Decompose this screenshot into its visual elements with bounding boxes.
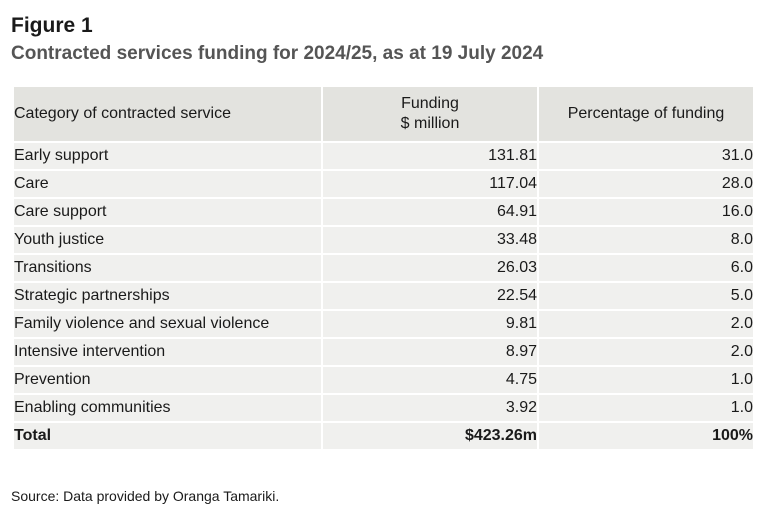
row-funding: 22.54: [321, 281, 539, 311]
row-category: Intensive intervention: [12, 337, 323, 367]
row-category: Youth justice: [12, 225, 323, 255]
row-percentage: 28.0: [537, 169, 755, 199]
total-percentage: 100%: [537, 421, 755, 451]
header-funding: Funding $ million: [321, 85, 539, 143]
row-percentage: 6.0: [537, 253, 755, 283]
row-category: Prevention: [12, 365, 323, 395]
row-category: Early support: [12, 141, 323, 171]
row-percentage: 2.0: [537, 337, 755, 367]
header-funding-line2: $ million: [400, 115, 460, 132]
row-category: Enabling communities: [12, 393, 323, 423]
row-percentage: 2.0: [537, 309, 755, 339]
row-funding: 131.81: [321, 141, 539, 171]
header-percentage: Percentage of funding: [537, 85, 755, 143]
row-category: Family violence and sexual violence: [12, 309, 323, 339]
row-percentage: 1.0: [537, 365, 755, 395]
table-row: Transitions 26.03 6.0: [12, 253, 755, 283]
figure-label: Figure 1: [11, 14, 93, 37]
row-funding: 117.04: [321, 169, 539, 199]
header-category: Category of contracted service: [12, 85, 323, 143]
row-percentage: 31.0: [537, 141, 755, 171]
row-category: Strategic partnerships: [12, 281, 323, 311]
row-funding: 26.03: [321, 253, 539, 283]
total-label: Total: [12, 421, 323, 451]
row-percentage: 5.0: [537, 281, 755, 311]
source-note: Source: Data provided by Oranga Tamariki…: [11, 488, 280, 504]
funding-table: Category of contracted service Funding $…: [12, 85, 755, 451]
table-row: Prevention 4.75 1.0: [12, 365, 755, 395]
table-row: Intensive intervention 8.97 2.0: [12, 337, 755, 367]
table-header-row: Category of contracted service Funding $…: [12, 85, 755, 143]
row-funding: 33.48: [321, 225, 539, 255]
table-row: Family violence and sexual violence 9.81…: [12, 309, 755, 339]
table-row: Enabling communities 3.92 1.0: [12, 393, 755, 423]
row-percentage: 1.0: [537, 393, 755, 423]
row-funding: 4.75: [321, 365, 539, 395]
table-row: Strategic partnerships 22.54 5.0: [12, 281, 755, 311]
table-row: Care 117.04 28.0: [12, 169, 755, 199]
total-funding: $423.26m: [321, 421, 539, 451]
figure-title: Contracted services funding for 2024/25,…: [11, 43, 544, 64]
table-row: Care support 64.91 16.0: [12, 197, 755, 227]
row-percentage: 8.0: [537, 225, 755, 255]
row-funding: 64.91: [321, 197, 539, 227]
row-funding: 9.81: [321, 309, 539, 339]
row-funding: 8.97: [321, 337, 539, 367]
table-row: Early support 131.81 31.0: [12, 141, 755, 171]
row-percentage: 16.0: [537, 197, 755, 227]
row-funding: 3.92: [321, 393, 539, 423]
row-category: Care: [12, 169, 323, 199]
table-row: Youth justice 33.48 8.0: [12, 225, 755, 255]
row-category: Care support: [12, 197, 323, 227]
row-category: Transitions: [12, 253, 323, 283]
total-row: Total $423.26m 100%: [12, 421, 755, 451]
header-funding-line1: Funding: [401, 95, 459, 112]
